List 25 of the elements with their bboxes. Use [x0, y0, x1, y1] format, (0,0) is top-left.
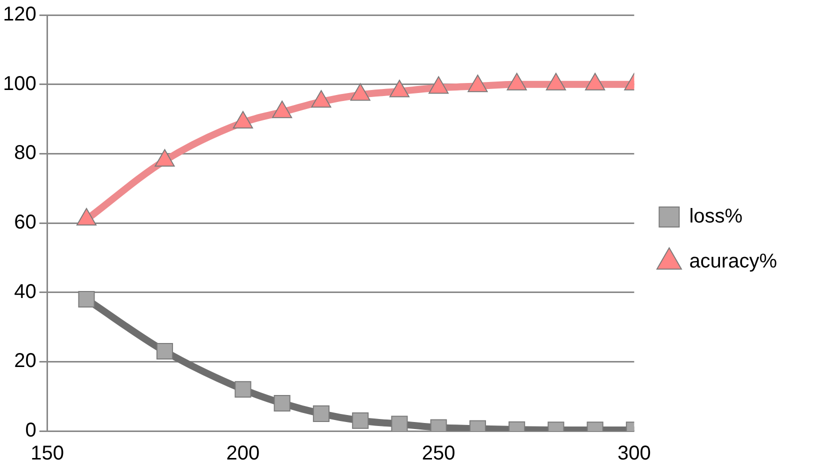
point: [389, 80, 410, 98]
y-tick-label: 20: [14, 350, 36, 372]
point: [232, 110, 253, 128]
legend-label: acuracy%: [689, 250, 778, 273]
x-tick-label: 250: [422, 442, 456, 465]
point: [506, 72, 527, 90]
y-tick-label: 0: [25, 420, 36, 442]
point: [76, 208, 97, 226]
y-tick-label: 120: [2, 4, 36, 26]
x-tick-label: 300: [618, 442, 651, 465]
y-tick-label: 100: [2, 72, 36, 95]
y-tick-label: 80: [14, 142, 36, 164]
point: [154, 149, 175, 167]
point: [350, 83, 370, 101]
x-tick-label: 150: [30, 442, 64, 465]
y-tick-label: 40: [14, 280, 36, 303]
y-tick-label: 60: [14, 212, 36, 234]
point: [311, 90, 332, 108]
legend-label: loss%: [689, 206, 743, 228]
point: [428, 76, 449, 94]
point: [272, 100, 292, 118]
x-tick-label: 200: [226, 442, 260, 465]
point: [546, 72, 566, 90]
point: [585, 72, 606, 90]
point: [468, 74, 488, 92]
